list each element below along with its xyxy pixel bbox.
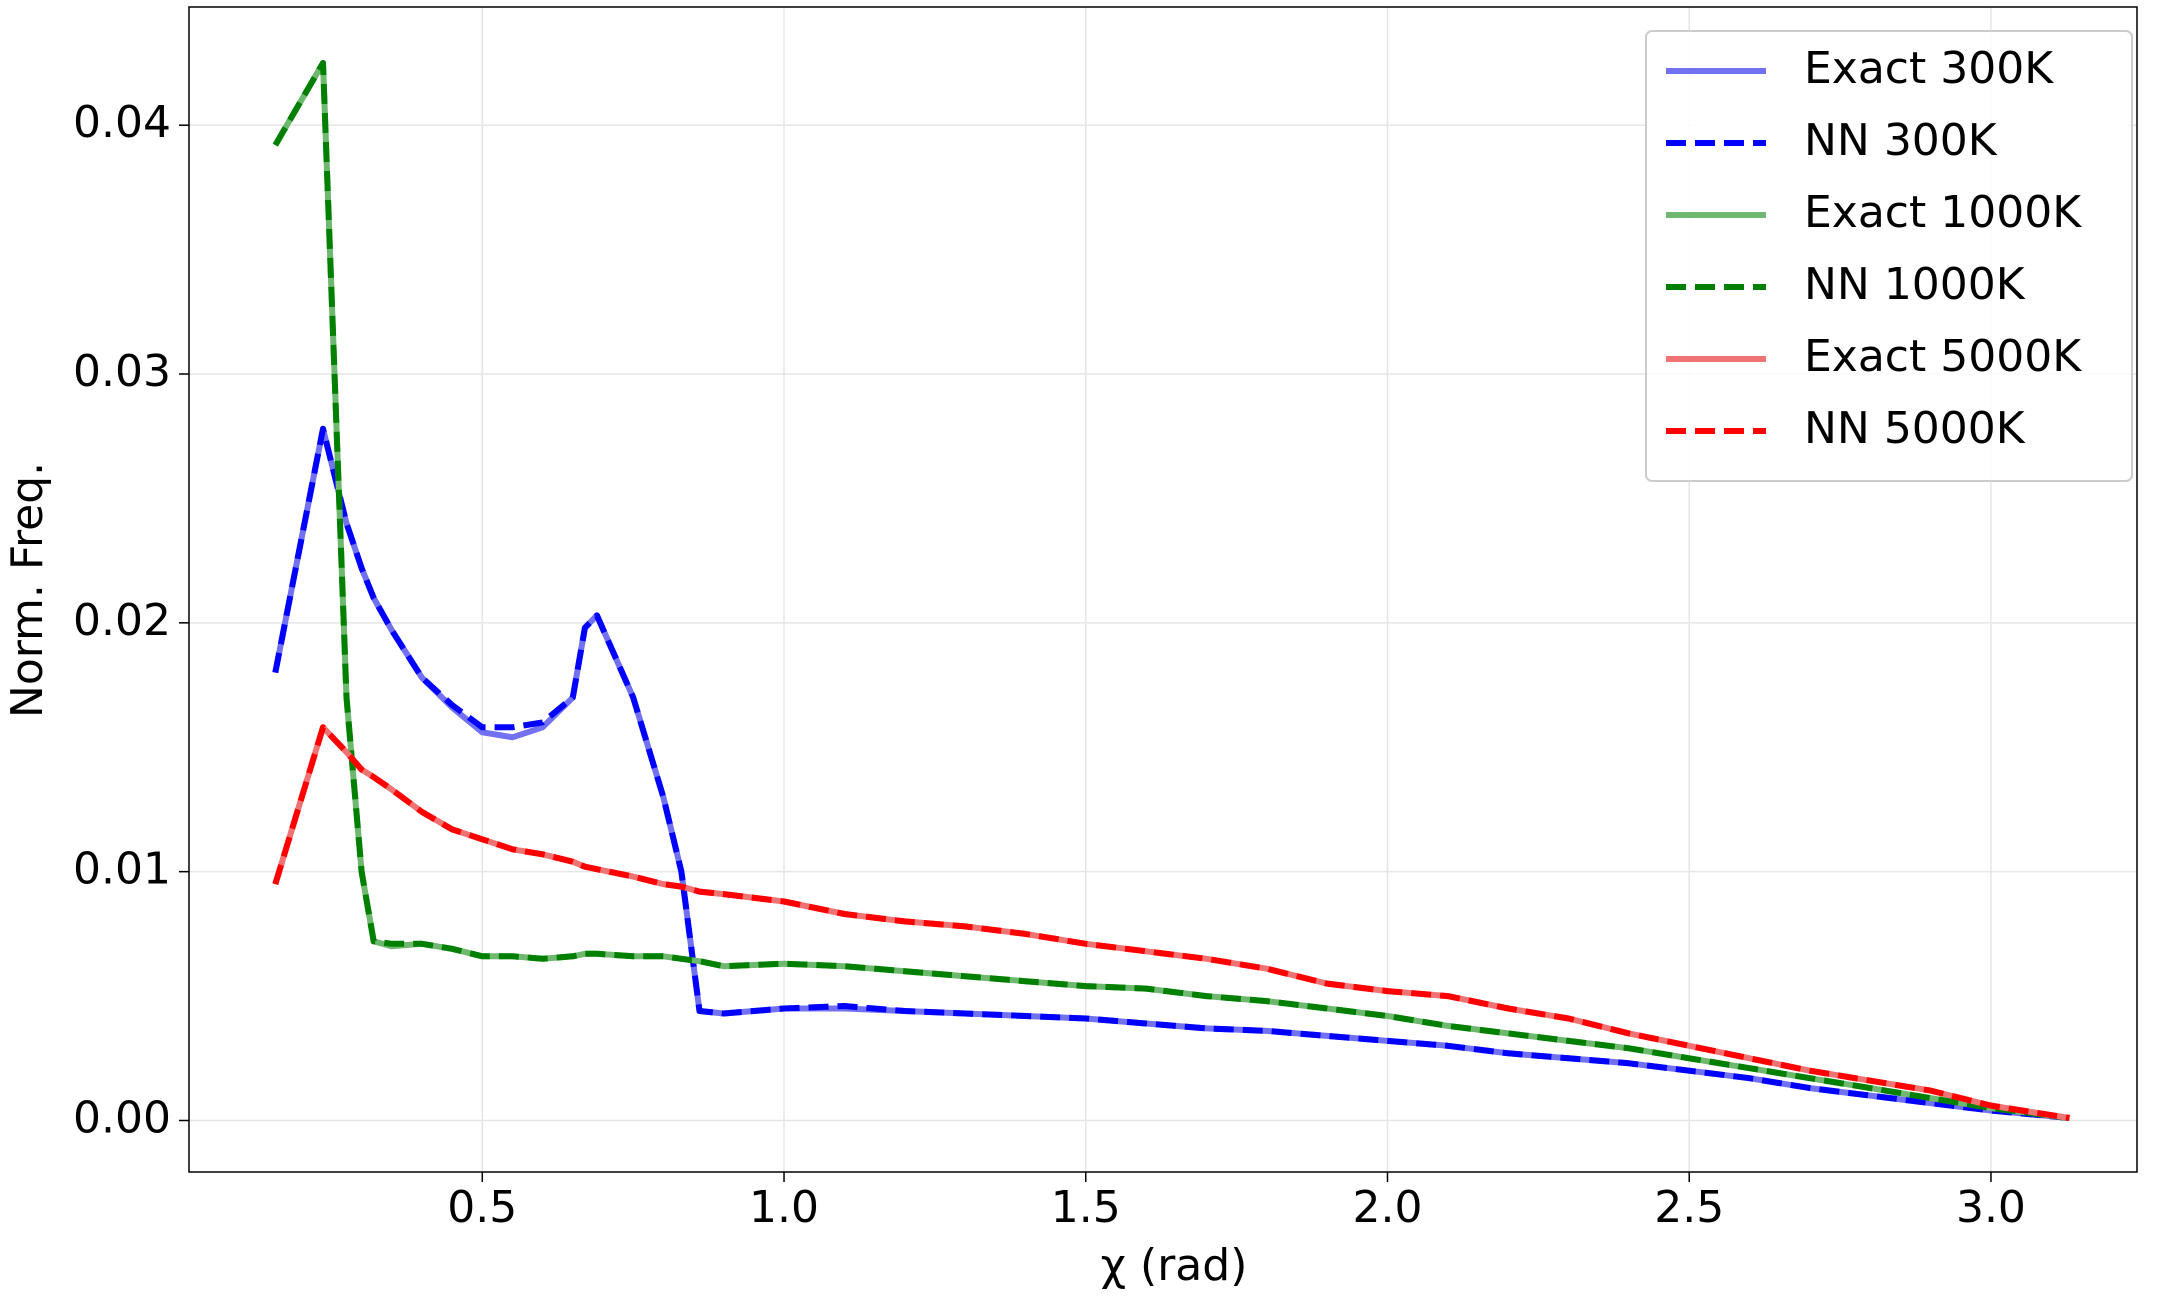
y-axis-label: Norm. Freq. bbox=[2, 462, 53, 718]
legend-label: Exact 300K bbox=[1804, 43, 2054, 94]
legend-frame bbox=[1645, 30, 2133, 482]
series-line bbox=[272, 425, 2070, 1121]
y-tick-label: 0.02 bbox=[73, 595, 171, 646]
series-line bbox=[272, 60, 2070, 1121]
legend-label: NN 1000K bbox=[1804, 259, 2026, 310]
x-tick-label: 1.5 bbox=[1051, 1182, 1121, 1233]
plot-frame bbox=[188, 6, 2138, 1173]
legend-label: Exact 5000K bbox=[1804, 331, 2082, 382]
y-tick-label: 0.03 bbox=[73, 346, 171, 397]
x-axis-label: χ (rad) bbox=[1101, 1240, 1248, 1291]
x-tick-label: 2.5 bbox=[1654, 1182, 1724, 1233]
series-line bbox=[272, 724, 2070, 1121]
legend-label: NN 300K bbox=[1804, 115, 1998, 166]
x-tick-label: 1.0 bbox=[749, 1182, 819, 1233]
y-tick-label: 0.00 bbox=[73, 1092, 171, 1143]
y-tick-label: 0.01 bbox=[73, 844, 171, 895]
series-line bbox=[272, 724, 2070, 1121]
legend: Exact 300K NN 300K Exact 1000K NN 1000K Exac… bbox=[1645, 30, 2133, 482]
x-tick-label: 2.0 bbox=[1352, 1182, 1422, 1233]
legend-label: NN 5000K bbox=[1804, 403, 2026, 454]
x-tick-label: 0.5 bbox=[447, 1182, 517, 1233]
x-tick-label: 3.0 bbox=[1956, 1182, 2026, 1233]
series-line bbox=[272, 425, 2070, 1121]
y-tick-label: 0.04 bbox=[73, 97, 171, 148]
legend-label: Exact 1000K bbox=[1804, 187, 2082, 238]
